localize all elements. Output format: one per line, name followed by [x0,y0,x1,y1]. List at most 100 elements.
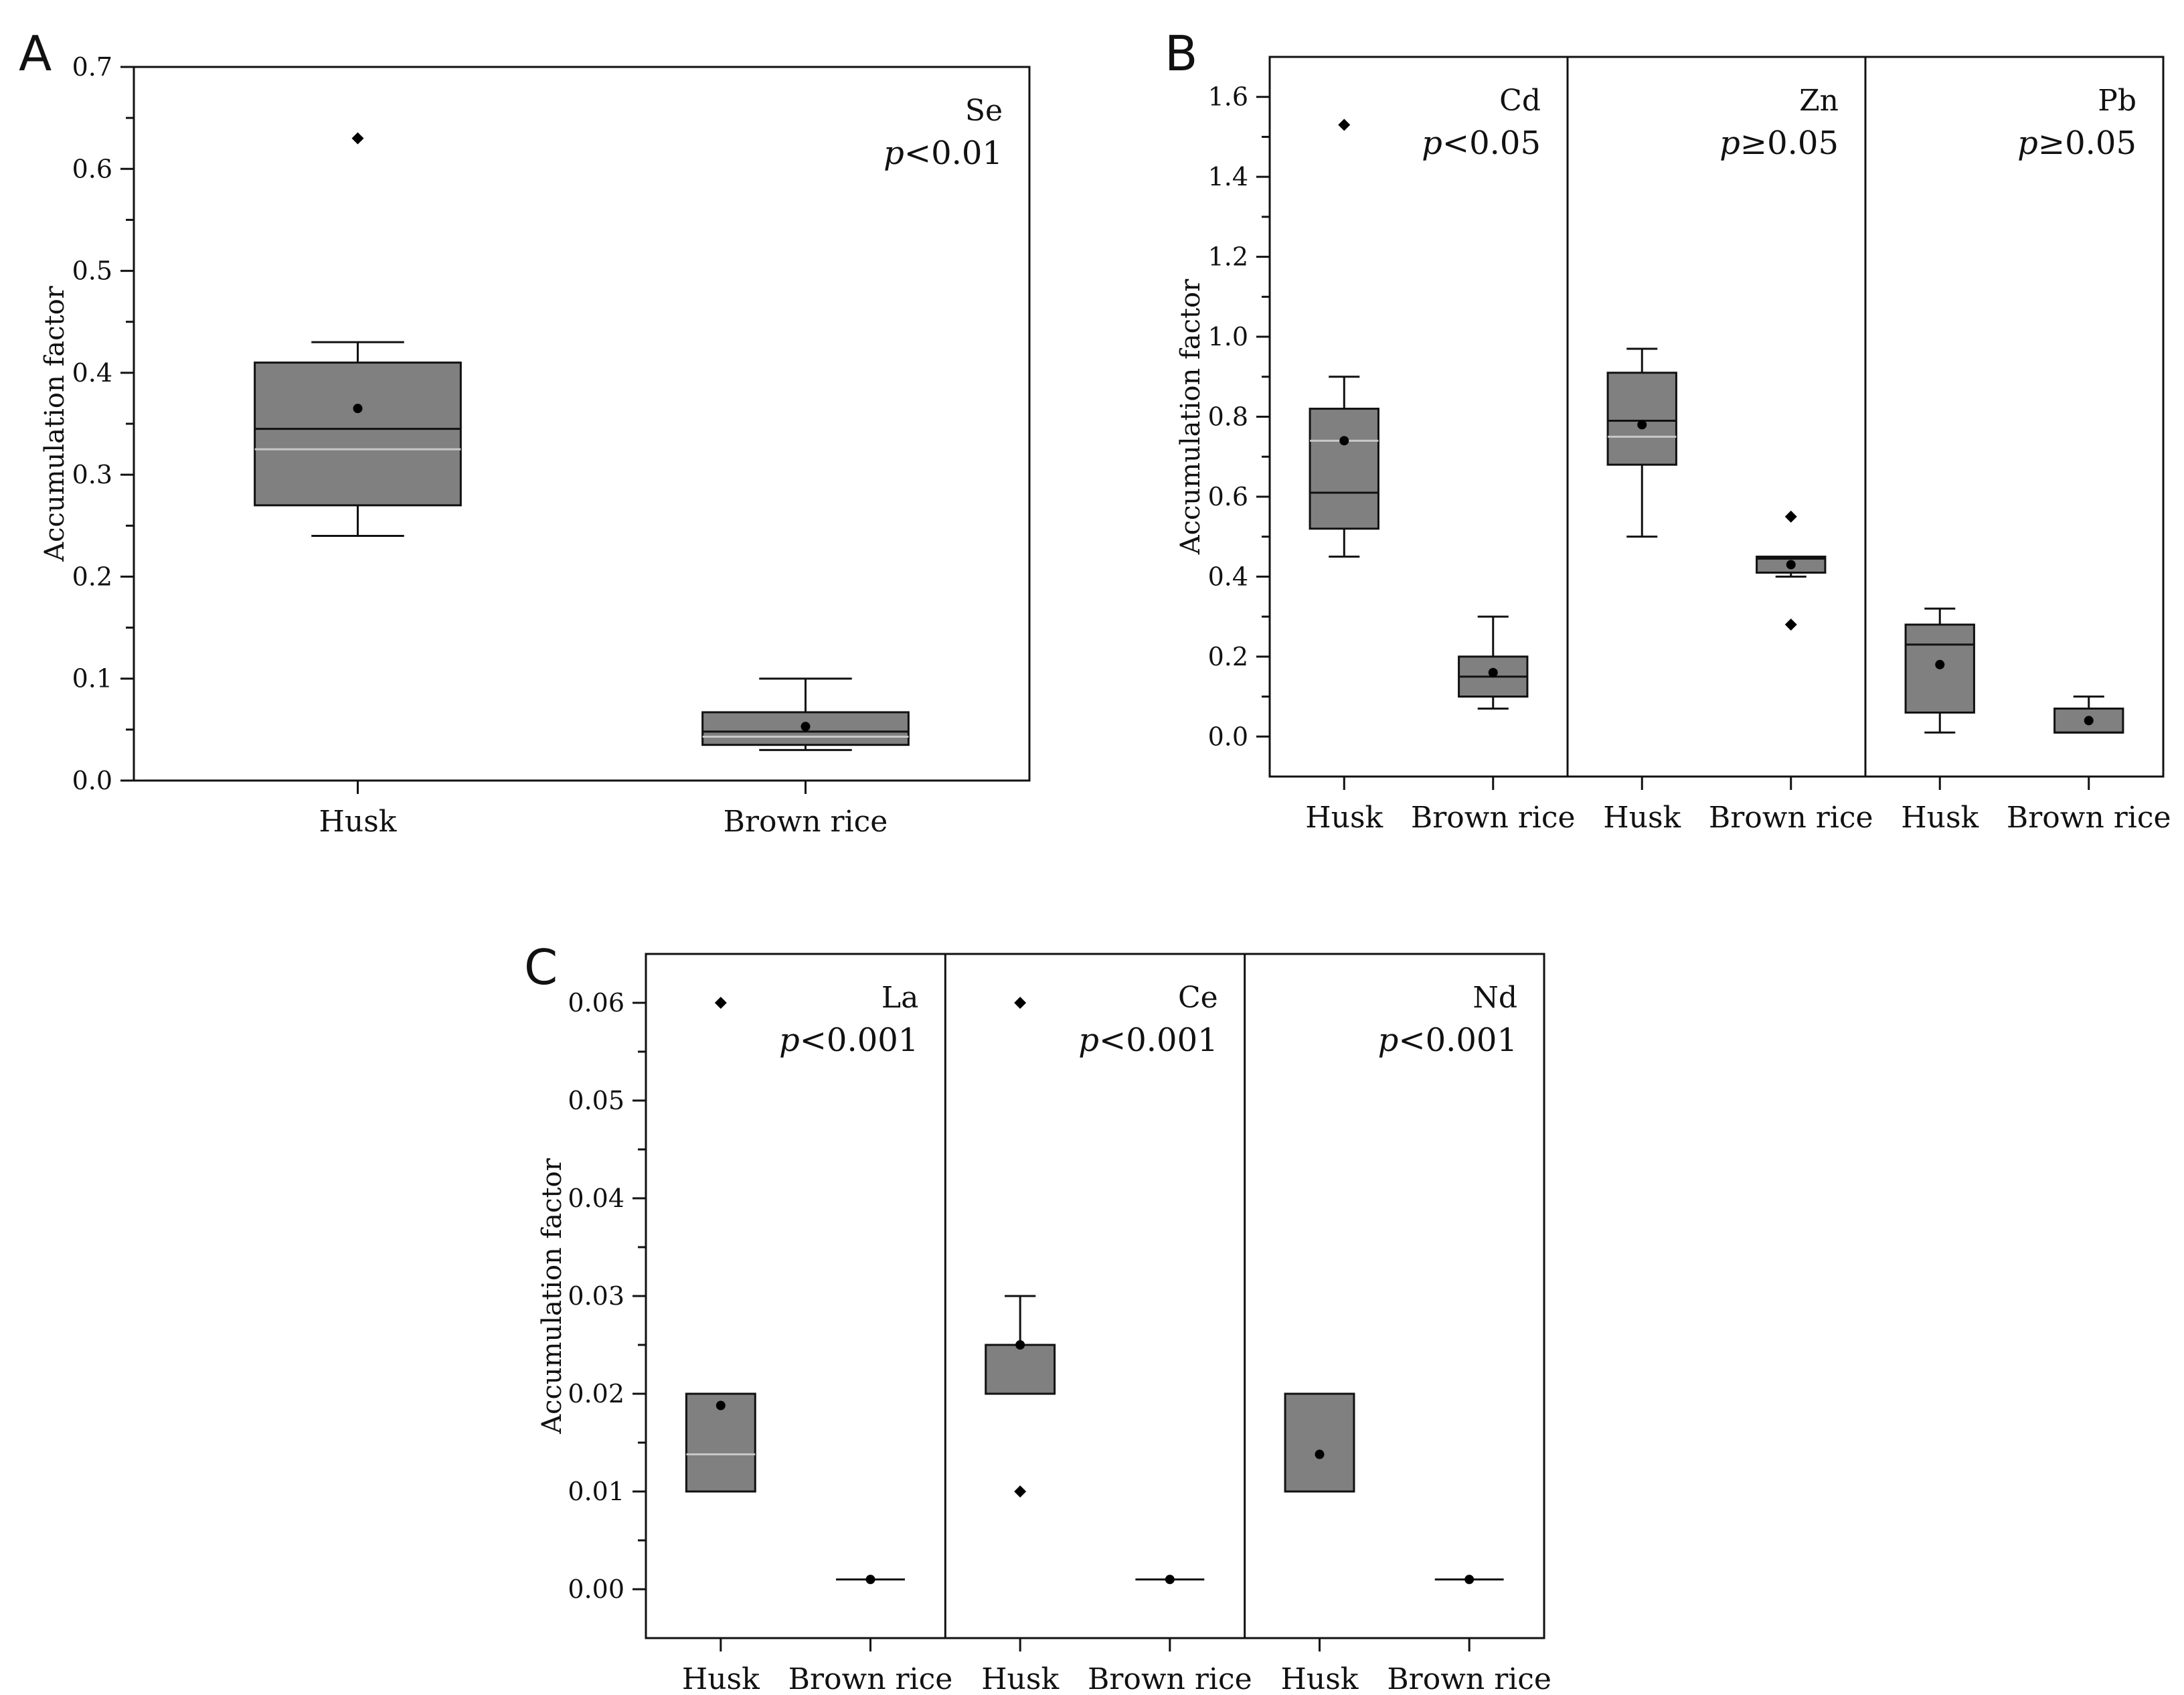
p-value-text: <0.05 [1442,125,1541,162]
y-tick-label: 0.2 [72,562,112,591]
element-label: Cd [1499,84,1541,118]
x-category-label: Husk [319,805,397,839]
box-brown-rice: Brown rice [1709,510,1873,835]
mean-point [1315,1449,1325,1459]
y-axis-title: Accumulation factor [537,1157,568,1434]
mean-point [1786,560,1796,570]
p-value-symbol: p [2017,125,2038,162]
panel-letter: C [524,939,558,995]
panel-b: B 0.0 0.2 0.4 0.6 0.8 1.0 1.2 1.4 1.6 Accumulation… [1165,25,2171,835]
outlier-point [1014,1485,1027,1498]
y-tick-label: 0.5 [72,256,112,286]
mean-point [1488,667,1498,677]
box-brown-rice: Brown rice [1088,1575,1252,1695]
panel-letter: B [1165,25,1197,82]
element-label: Pb [2098,84,2136,118]
y-tick-label: 0.7 [72,52,112,82]
box-husk: Husk [1281,1392,1359,1695]
panel-letter: A [19,25,52,82]
y-tick-label: 0.05 [568,1086,624,1115]
p-value-text: ≥0.05 [2038,125,2136,162]
outlier-point [1014,997,1027,1009]
p-value-text: <0.001 [1398,1022,1517,1059]
y-tick-label: 0.06 [568,988,624,1018]
box-brown-rice: Brown rice [1411,615,1576,835]
group-se: Se p<0.01 Husk Brown rice [254,94,1003,839]
x-category-label: Brown rice [1411,801,1576,835]
panel-a: A 0.0 0.1 0.2 0.3 0.4 0.5 0.6 0.7 Accumulation fa… [19,25,1031,839]
y-tick-label: 0.01 [568,1477,624,1506]
x-category-label: Husk [981,1662,1059,1695]
p-value-label: p<0.001 [1378,1022,1517,1059]
box-husk: Husk [1603,347,1681,835]
p-value-text: ≥0.05 [1740,125,1839,162]
p-value-label: p<0.001 [1078,1022,1217,1059]
p-value-text: <0.01 [904,135,1003,172]
p-value-text: <0.001 [1099,1022,1218,1059]
y-tick-label: 0.03 [568,1281,624,1311]
group-ce: Ce p<0.001 Husk Brown rice [944,954,1252,1695]
mean-point [865,1575,875,1585]
p-value-label: p<0.001 [779,1022,918,1059]
x-category-label: Brown rice [1088,1662,1252,1695]
element-label: Se [965,94,1003,128]
outlier-point [714,997,727,1009]
p-value-symbol: p [1719,125,1740,162]
element-label: Nd [1473,981,1517,1015]
x-category-label: Husk [1305,801,1383,835]
y-tick-label: 0.4 [1208,562,1248,591]
y-tick-label: 0.6 [72,154,112,183]
p-value-symbol: p [1378,1022,1399,1059]
x-category-label: Husk [1281,1662,1359,1695]
group-cd: Cd p<0.05 Husk Brown rice [1305,84,1575,835]
element-label: La [881,981,918,1015]
outlier-point [351,132,364,145]
y-tick-label: 0.00 [568,1575,624,1604]
element-label: Ce [1178,981,1218,1015]
x-category-label: Brown rice [724,805,888,839]
mean-point [1015,1340,1025,1350]
x-category-label: Brown rice [788,1662,953,1695]
mean-point [1165,1575,1175,1585]
box-brown-rice: Brown rice [788,1575,953,1695]
outlier-point [1338,118,1351,131]
y-tick-label: 1.6 [1208,82,1248,112]
y-tick-label: 0.1 [72,664,112,694]
y-tick-label: 0.8 [1208,402,1248,432]
y-tick-label: 0.02 [568,1379,624,1408]
group-nd: Nd p<0.001 Husk Brown rice [1244,954,1551,1695]
p-value-label: p<0.05 [1422,125,1541,162]
y-tick-label: 1.0 [1208,322,1248,351]
y-tick-label: 0.3 [72,460,112,489]
p-value-text: <0.001 [800,1022,919,1059]
box-husk: Husk [254,132,462,839]
y-tick-label: 0.4 [72,358,112,388]
y-axis-title: Accumulation factor [1175,278,1206,555]
box-brown-rice: Brown rice [2007,696,2171,835]
box-brown-rice: Brown rice [1387,1575,1551,1695]
x-category-label: Husk [682,1662,760,1695]
box-husk: Husk [1305,118,1383,835]
box-husk: Husk [981,997,1059,1695]
p-value-label: p<0.01 [884,135,1003,172]
x-category-label: Brown rice [2007,801,2171,835]
mean-point [1935,659,1945,669]
group-la: La p<0.001 Husk Brown rice [682,981,952,1695]
y-tick-label: 0.6 [1208,482,1248,511]
x-category-label: Husk [1603,801,1681,835]
p-value-symbol: p [779,1022,800,1059]
x-category-label: Brown rice [1387,1662,1551,1695]
p-value-label: p≥0.05 [1719,125,1839,162]
box-husk: Husk [682,997,760,1695]
mean-point [801,722,811,732]
element-label: Zn [1799,84,1839,118]
x-category-label: Husk [1901,801,1979,835]
y-tick-label: 1.4 [1208,162,1248,191]
mean-point [1464,1575,1475,1585]
outlier-point [1784,510,1797,523]
y-tick-label: 0.2 [1208,642,1248,671]
iqr-box [254,361,462,507]
y-tick-label: 1.2 [1208,242,1248,272]
